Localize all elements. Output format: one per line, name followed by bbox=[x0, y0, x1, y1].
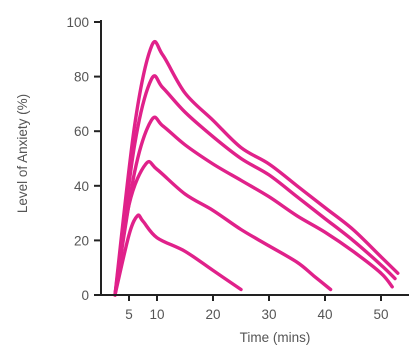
y-axis-ticks: 0 20 40 60 80 100 bbox=[66, 15, 101, 303]
y-tick-label: 0 bbox=[81, 288, 89, 303]
series-line-5 bbox=[113, 213, 243, 297]
x-axis-ticks: 5 10 20 30 40 50 bbox=[125, 295, 389, 322]
series-line-3 bbox=[113, 115, 394, 297]
y-tick-label: 40 bbox=[74, 179, 89, 194]
x-tick-label: 10 bbox=[149, 307, 164, 322]
series-line-2 bbox=[113, 74, 397, 297]
y-tick-label: 60 bbox=[74, 124, 89, 139]
y-tick-label: 80 bbox=[74, 70, 89, 85]
series-line-1 bbox=[113, 40, 400, 297]
series-lines bbox=[113, 40, 400, 297]
y-tick-label: 20 bbox=[74, 233, 89, 248]
x-tick-label: 50 bbox=[373, 307, 388, 322]
x-tick-label: 5 bbox=[125, 307, 133, 322]
x-axis-label: Time (mins) bbox=[240, 330, 311, 345]
series-line-4 bbox=[113, 159, 333, 297]
y-axis-label: Level of Anxiety (%) bbox=[15, 94, 30, 213]
y-tick-label: 100 bbox=[66, 15, 89, 30]
x-tick-label: 40 bbox=[317, 307, 332, 322]
x-tick-label: 30 bbox=[261, 307, 276, 322]
x-tick-label: 20 bbox=[205, 307, 220, 322]
